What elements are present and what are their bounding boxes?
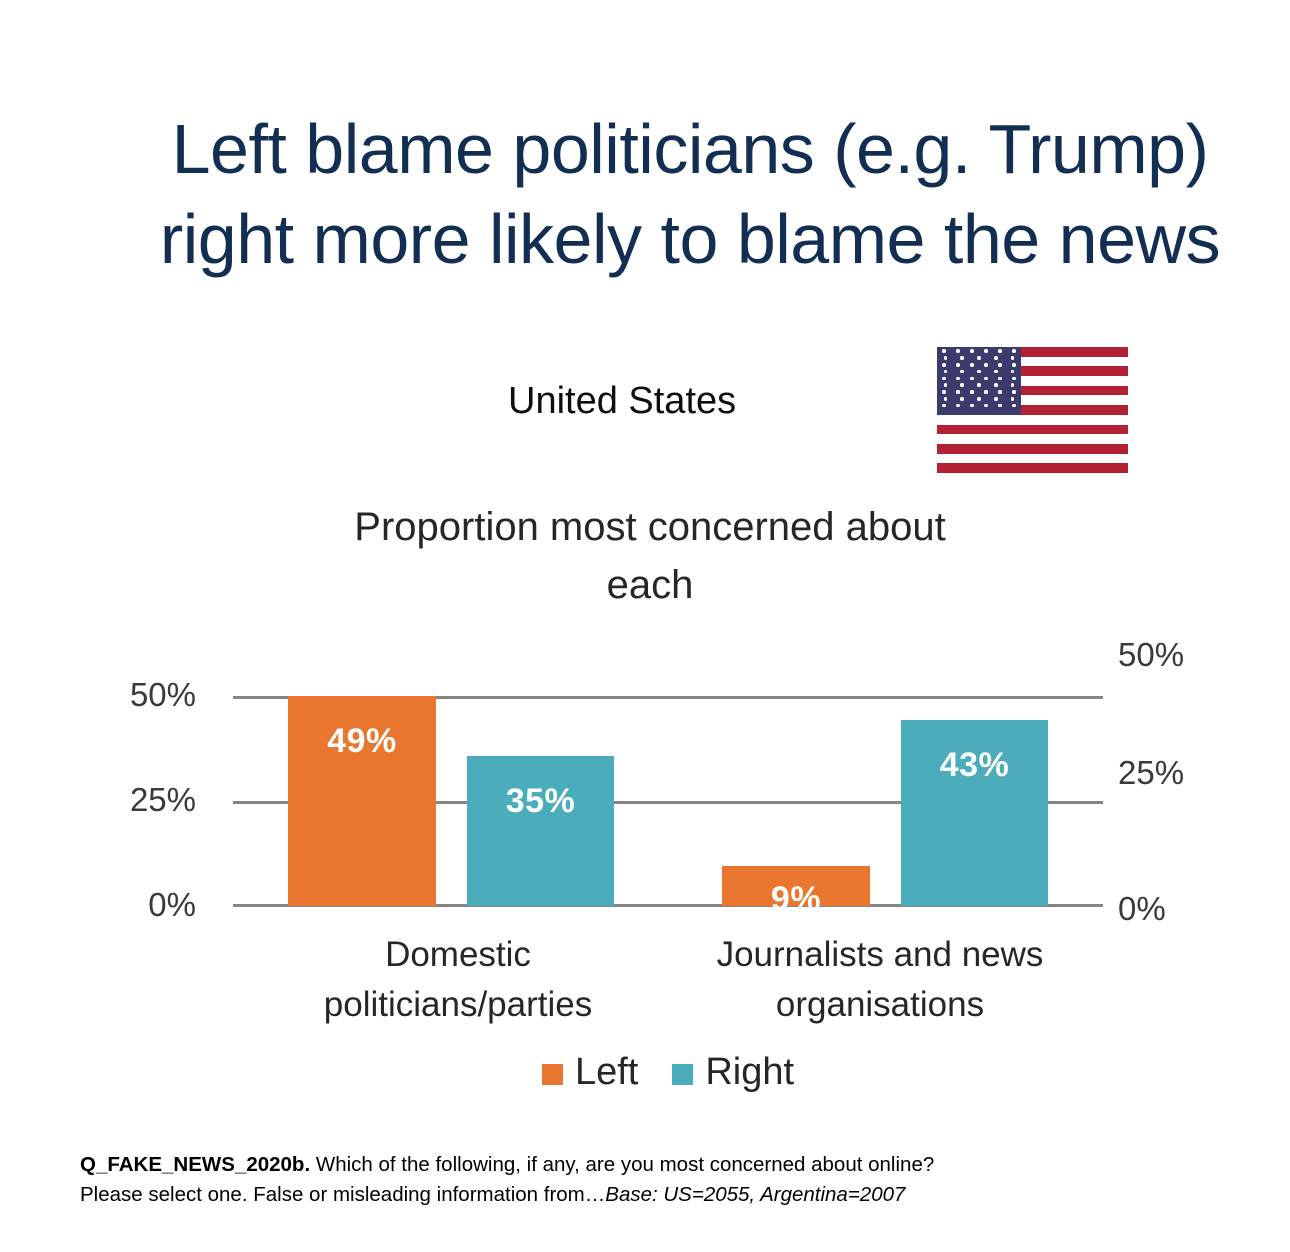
chart-legend: Left Right [233,1051,1103,1093]
axis-baseline [233,904,1103,907]
flag-stripe [937,453,1128,464]
flag-stripe [937,405,1128,415]
footnote: Q_FAKE_NEWS_2020b. Which of the followin… [80,1150,980,1209]
legend-swatch-icon [541,1063,563,1085]
flag-stripe [937,443,1128,454]
flag-canton [937,347,1021,415]
legend-item-right[interactable]: Right [672,1051,795,1093]
y-axis-left-tick-25: 25% [129,781,196,818]
flag-stripe [937,395,1128,406]
flag-stripe [937,424,1128,435]
flag-stripe [937,347,1128,357]
bar-value-label: 49% [327,722,397,760]
y-axis-right-tick-25: 25% [1118,754,1185,791]
y-axis-left-tick-0: 0% [148,886,196,923]
footnote-base-text: Base: US=2055, Argentina=2007 [605,1182,906,1206]
bar-right-journalists[interactable]: 43% [901,720,1048,906]
footnote-question-text: Which of the following, if any, are you … [80,1153,935,1206]
gridline-50 [233,696,1103,699]
flag-stripe [937,376,1128,386]
flag-stripe [937,366,1128,377]
legend-item-left[interactable]: Left [541,1051,639,1093]
footnote-question-code: Q_FAKE_NEWS_2020b. [80,1153,311,1176]
bar-value-label: 9% [770,880,822,918]
y-axis-right-tick-0: 0% [1118,890,1166,927]
x-axis-category-journalists: Journalists and news organisations [716,935,1044,1024]
bar-right-domestic[interactable]: 35% [467,756,614,906]
us-flag-icon [937,347,1128,473]
legend-swatch-icon [672,1063,694,1085]
legend-label: Right [705,1051,795,1093]
y-axis-left-tick-50: 50% [129,676,196,713]
gridline-25 [233,801,1103,804]
page-title: Left blame politicians (e.g. Trump) righ… [159,110,1221,278]
bar-left-journalists[interactable]: 9% [722,866,870,918]
flag-stripe [937,385,1128,396]
flag-stripe [937,356,1128,367]
bar-value-label: 43% [939,746,1010,784]
bar-value-label: 35% [505,782,576,820]
country-label: United States [508,380,737,422]
legend-label: Left [574,1051,639,1093]
x-axis-category-domestic: Domestic politicians/parties [323,935,593,1024]
flag-stripe [937,434,1128,444]
y-axis-right-tick-50: 50% [1118,636,1185,673]
flag-stripe [937,414,1128,425]
bar-left-domestic[interactable]: 49% [288,696,436,906]
chart-title: Proportion most concerned about each [354,505,946,607]
flag-stripe [937,463,1128,473]
